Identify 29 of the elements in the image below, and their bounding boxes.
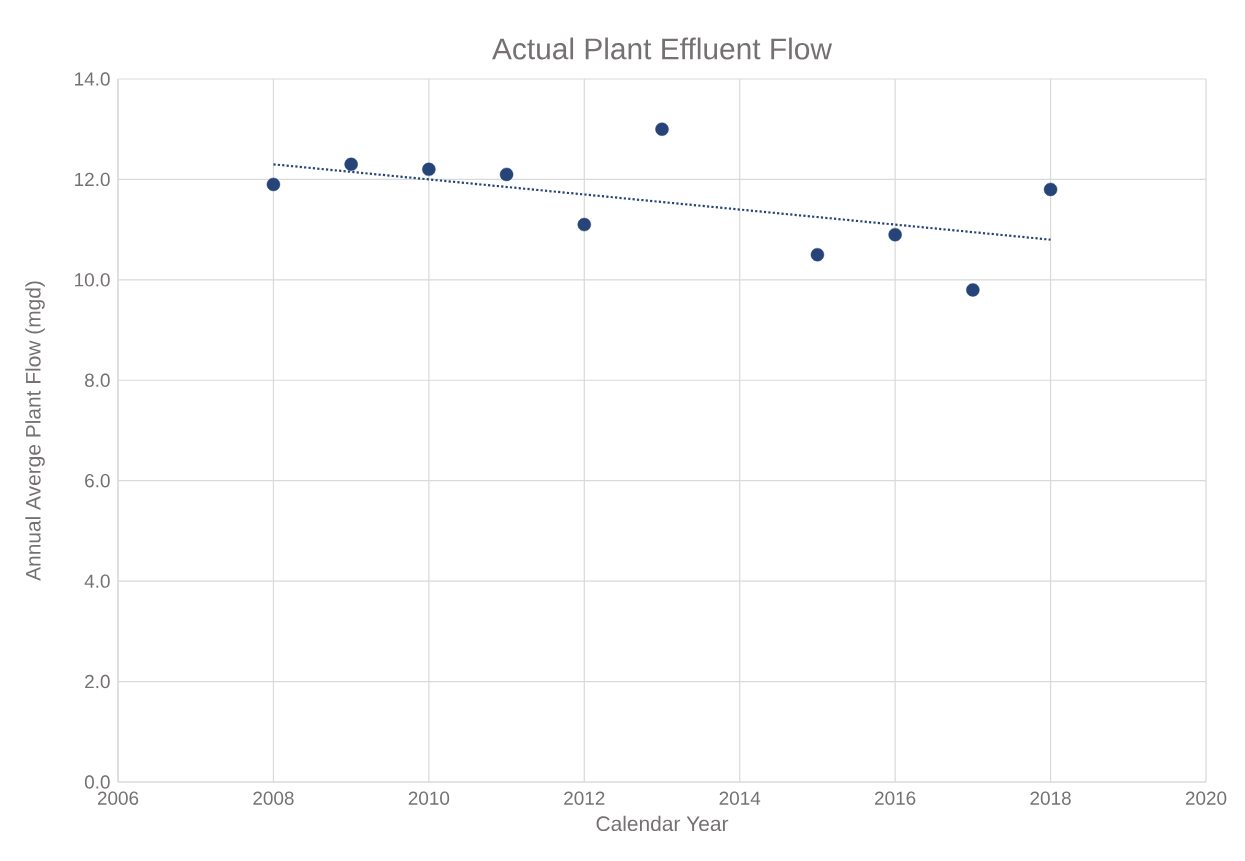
point	[422, 162, 436, 177]
x-tick-label: 2016	[875, 791, 916, 805]
y-tick-label: 10.0	[75, 273, 110, 287]
y-tick-label: 4.0	[84, 574, 110, 588]
y-tick-label: 2.0	[85, 674, 110, 689]
x-tick-label: 2014	[719, 791, 761, 805]
x-tick-label: 2018	[1030, 791, 1071, 805]
x-tick-label: 2012	[564, 791, 605, 805]
y-tick-label: 6.0	[85, 473, 110, 488]
point	[266, 177, 281, 192]
point	[344, 157, 358, 172]
y-tick-label: 14.0	[75, 72, 110, 86]
point	[888, 227, 902, 242]
point	[577, 217, 591, 232]
chart-title: Actual Plant Effluent Flow	[492, 37, 833, 60]
point	[810, 248, 825, 262]
point	[966, 283, 980, 297]
point	[499, 167, 514, 182]
x-axis-title: Calendar Year	[596, 815, 729, 832]
y-tick-label: 0.0	[84, 775, 110, 789]
x-tick-label: 2006	[97, 791, 139, 805]
x-tick-label: 2020	[1185, 791, 1227, 805]
y-tick-label: 12.0	[75, 172, 110, 187]
x-tick-label: 2010	[408, 791, 450, 805]
point	[1043, 182, 1058, 197]
y-axis-title: Annual Averge Plant Flow (mgd)	[25, 281, 45, 581]
point	[655, 122, 669, 136]
x-tick-label: 2008	[253, 791, 294, 805]
y-tick-label: 8.0	[85, 373, 110, 387]
